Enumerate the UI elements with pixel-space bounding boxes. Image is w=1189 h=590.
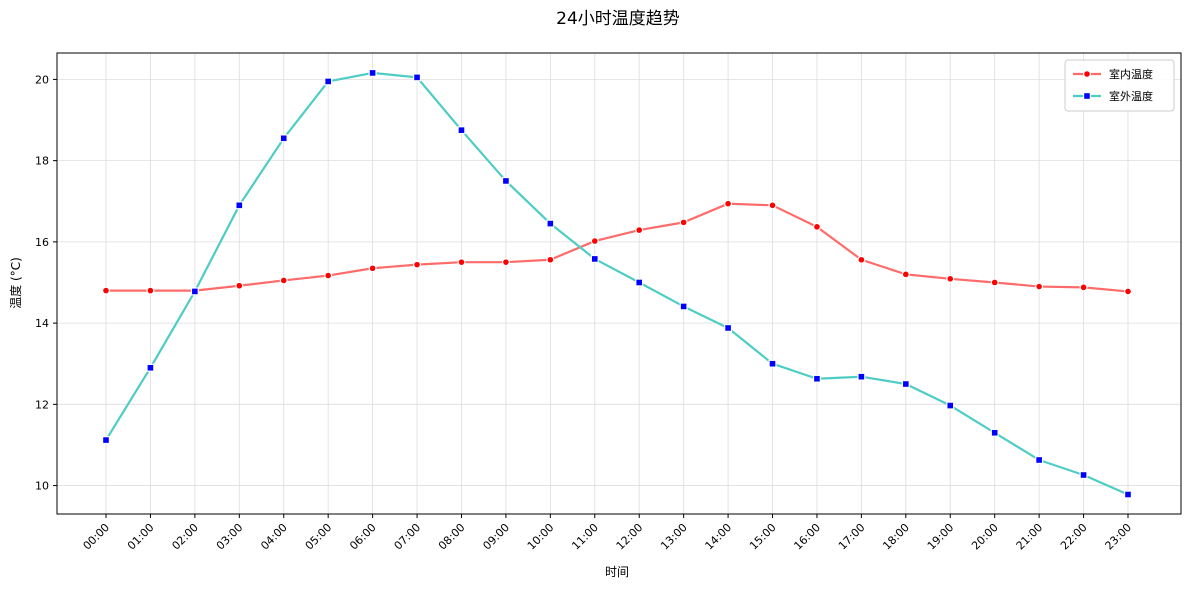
data-point: [368, 68, 377, 77]
data-point: [812, 374, 821, 383]
x-tick-label: 14:00: [703, 521, 735, 553]
x-tick-label: 08:00: [436, 521, 468, 553]
data-point: [457, 258, 466, 267]
data-point: [101, 436, 110, 445]
legend-item-1: 室内温度: [1073, 67, 1153, 81]
data-point: [857, 255, 866, 264]
x-tick-label: 23:00: [1103, 521, 1135, 553]
data-point: [768, 201, 777, 210]
y-tick-label: 10: [35, 480, 49, 493]
data-point: [146, 363, 155, 372]
data-point: [279, 134, 288, 143]
data-point: [501, 176, 510, 185]
x-tick-label: 00:00: [81, 521, 113, 553]
series-line: [106, 202, 1129, 293]
x-tick-label: 21:00: [1014, 521, 1046, 553]
x-tick-label: 04:00: [258, 521, 290, 553]
data-point: [501, 258, 510, 267]
legend-label: 室外温度: [1109, 89, 1153, 103]
x-tick-label: 06:00: [347, 521, 379, 553]
x-tick-label: 15:00: [747, 521, 779, 553]
legend-label: 室内温度: [1109, 67, 1153, 81]
data-point: [590, 237, 599, 246]
data-point: [857, 372, 866, 381]
y-axis-label: 温度 (°C): [8, 257, 23, 309]
y-tick-label: 16: [35, 236, 49, 249]
x-tick-label: 07:00: [392, 521, 424, 553]
data-point: [990, 278, 999, 287]
data-point: [101, 286, 110, 295]
legend-item-2: 室外温度: [1073, 89, 1153, 103]
data-point: [235, 201, 244, 210]
x-tick-label: 17:00: [836, 521, 868, 553]
x-tick-label: 11:00: [569, 521, 601, 553]
chart-title: 24小时温度趋势: [556, 9, 680, 29]
x-tick-label: 05:00: [303, 521, 335, 553]
data-point: [1123, 490, 1132, 499]
data-point: [946, 401, 955, 410]
x-axis-ticks: 00:00 01:00 02:00 03:00 04:00 05:00 06:00 07:00…: [81, 514, 1135, 553]
data-point: [546, 219, 555, 228]
y-tick-label: 18: [35, 155, 49, 168]
data-point: [413, 73, 422, 82]
x-axis-label: 时间: [605, 565, 629, 579]
data-point: [679, 218, 688, 227]
y-tick-label: 14: [35, 317, 49, 330]
x-tick-label: 02:00: [169, 521, 201, 553]
data-point: [590, 254, 599, 263]
data-point: [1079, 471, 1088, 480]
data-point: [1123, 287, 1132, 296]
legend-box: [1064, 59, 1175, 112]
data-point: [324, 271, 333, 280]
data-point: [235, 281, 244, 290]
legend-marker: [1082, 69, 1091, 78]
data-point: [1079, 283, 1088, 292]
data-point: [768, 359, 777, 368]
x-tick-label: 10:00: [525, 521, 557, 553]
x-tick-label: 18:00: [880, 521, 912, 553]
x-tick-label: 16:00: [791, 521, 823, 553]
x-tick-label: 03:00: [214, 521, 246, 553]
series-layer: [101, 68, 1132, 499]
data-point: [190, 287, 199, 296]
data-point: [990, 428, 999, 437]
data-point: [413, 260, 422, 269]
x-tick-label: 22:00: [1058, 521, 1090, 553]
y-tick-label: 12: [35, 398, 49, 411]
series-line: [105, 71, 1129, 496]
x-tick-label: 19:00: [925, 521, 957, 553]
data-point: [635, 226, 644, 235]
x-tick-label: 12:00: [614, 521, 646, 553]
data-point: [368, 264, 377, 273]
data-point: [1035, 455, 1044, 464]
y-axis-ticks: 10 12 14 16 18 20: [35, 73, 57, 493]
data-point: [901, 380, 910, 389]
data-point: [679, 302, 688, 311]
data-point: [279, 276, 288, 285]
x-tick-label: 09:00: [480, 521, 512, 553]
legend-marker: [1082, 91, 1091, 100]
series-1: [101, 199, 1132, 296]
data-point: [946, 274, 955, 283]
data-point: [724, 323, 733, 332]
data-point: [812, 222, 821, 231]
data-point: [635, 278, 644, 287]
series-2: [101, 68, 1132, 499]
x-tick-label: 20:00: [969, 521, 1001, 553]
data-point: [546, 255, 555, 264]
data-point: [724, 199, 733, 208]
plot-frame: [56, 52, 1182, 515]
y-tick-label: 20: [35, 73, 49, 86]
data-point: [146, 286, 155, 295]
x-tick-label: 01:00: [125, 521, 157, 553]
data-point: [901, 270, 910, 279]
data-point: [1035, 282, 1044, 291]
data-point: [324, 77, 333, 86]
data-point: [457, 126, 466, 135]
x-tick-label: 13:00: [658, 521, 690, 553]
